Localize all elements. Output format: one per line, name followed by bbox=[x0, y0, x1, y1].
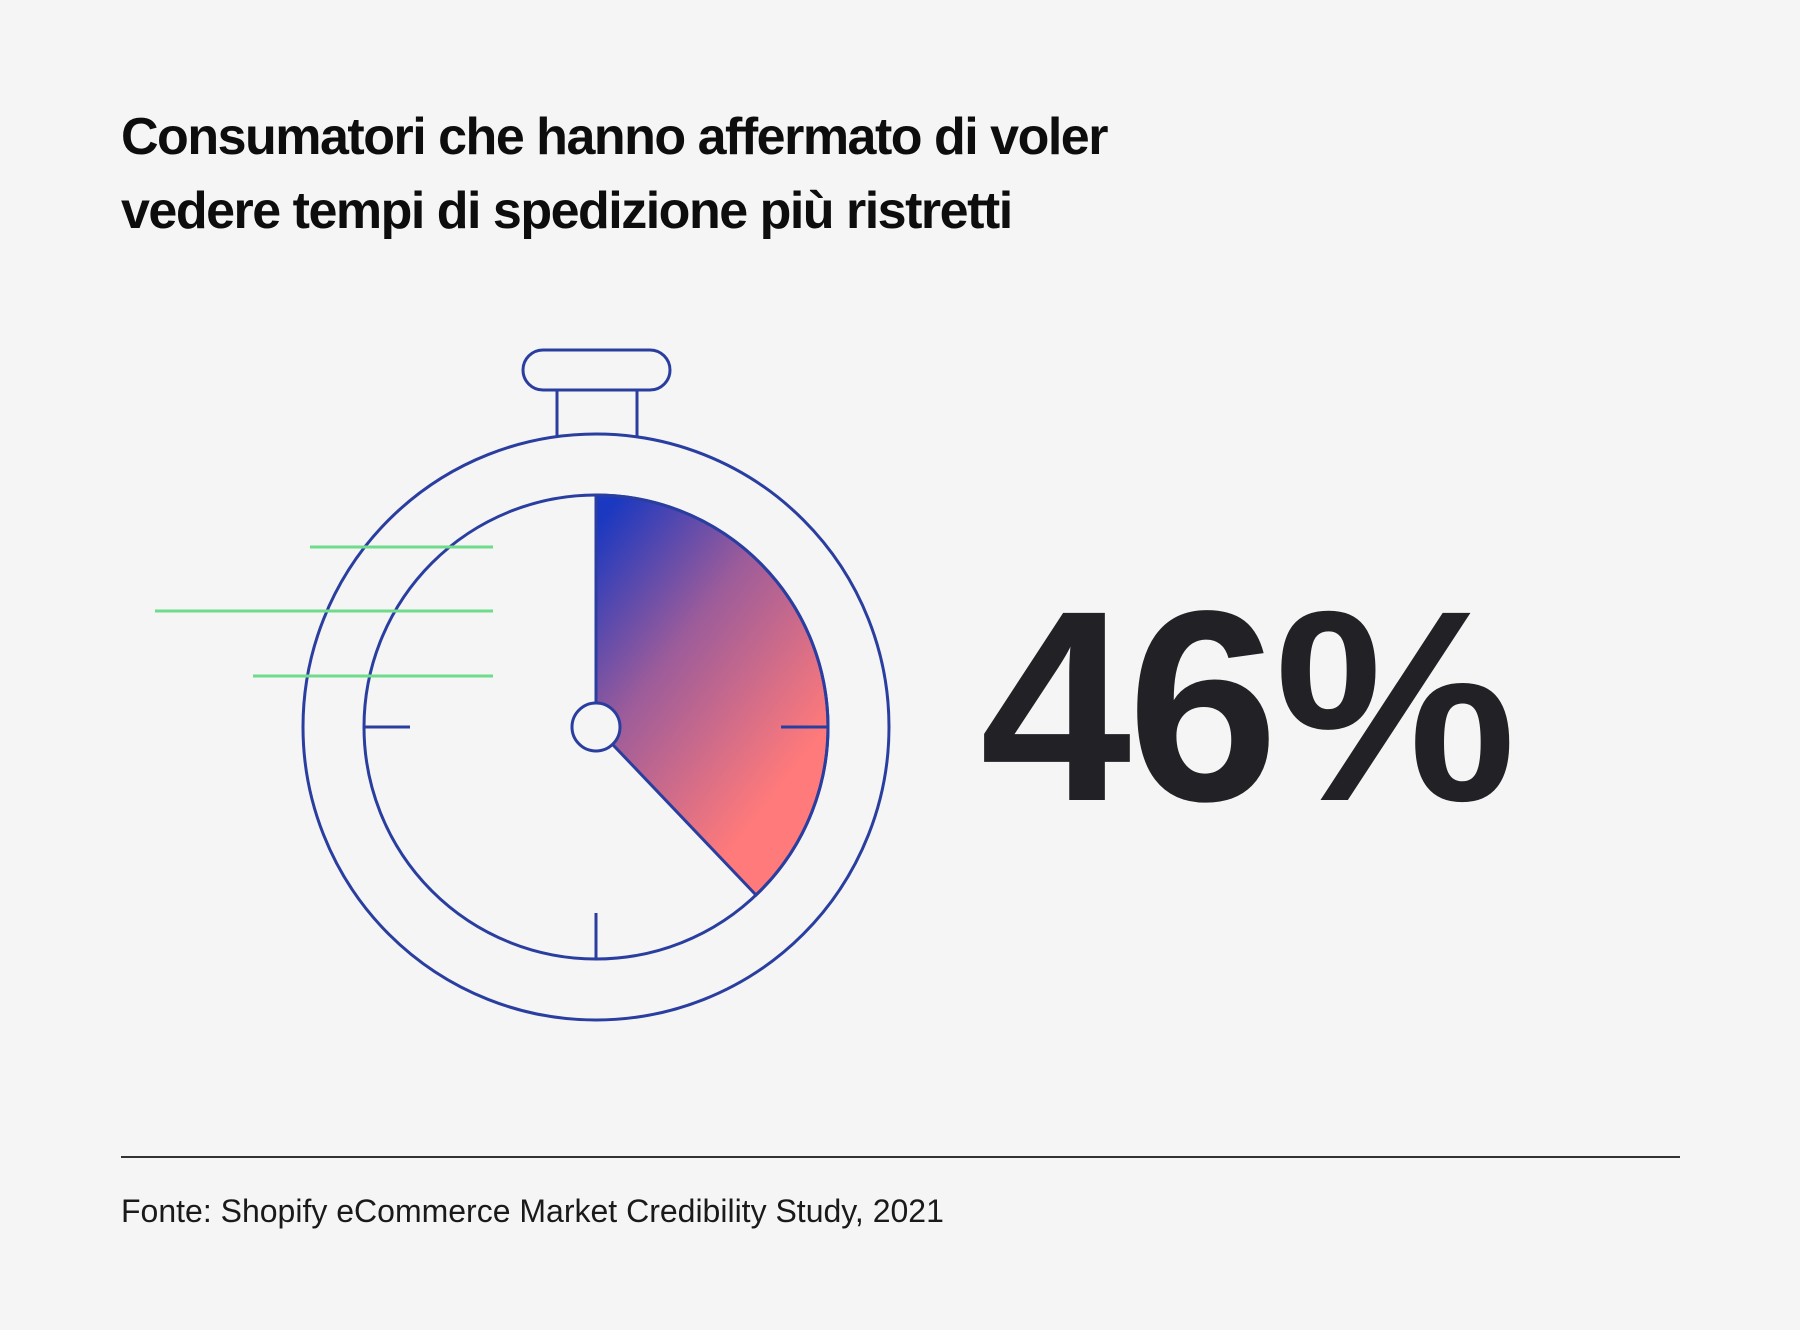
page-title: Consumatori che hanno affermato di voler… bbox=[121, 100, 1321, 248]
source-note: Fonte: Shopify eCommerce Market Credibil… bbox=[121, 1193, 944, 1229]
title-line-1: Consumatori che hanno affermato di voler bbox=[121, 108, 1108, 166]
title-line-2: vedere tempi di spedizione più ristretti bbox=[121, 182, 1013, 240]
stopwatch-outer-ring bbox=[301, 432, 891, 1022]
stat-value: 46% bbox=[980, 554, 1516, 858]
stopwatch-button bbox=[521, 348, 672, 392]
progress-wedge bbox=[594, 493, 830, 898]
divider bbox=[121, 1156, 1680, 1158]
dial-center bbox=[570, 701, 622, 753]
